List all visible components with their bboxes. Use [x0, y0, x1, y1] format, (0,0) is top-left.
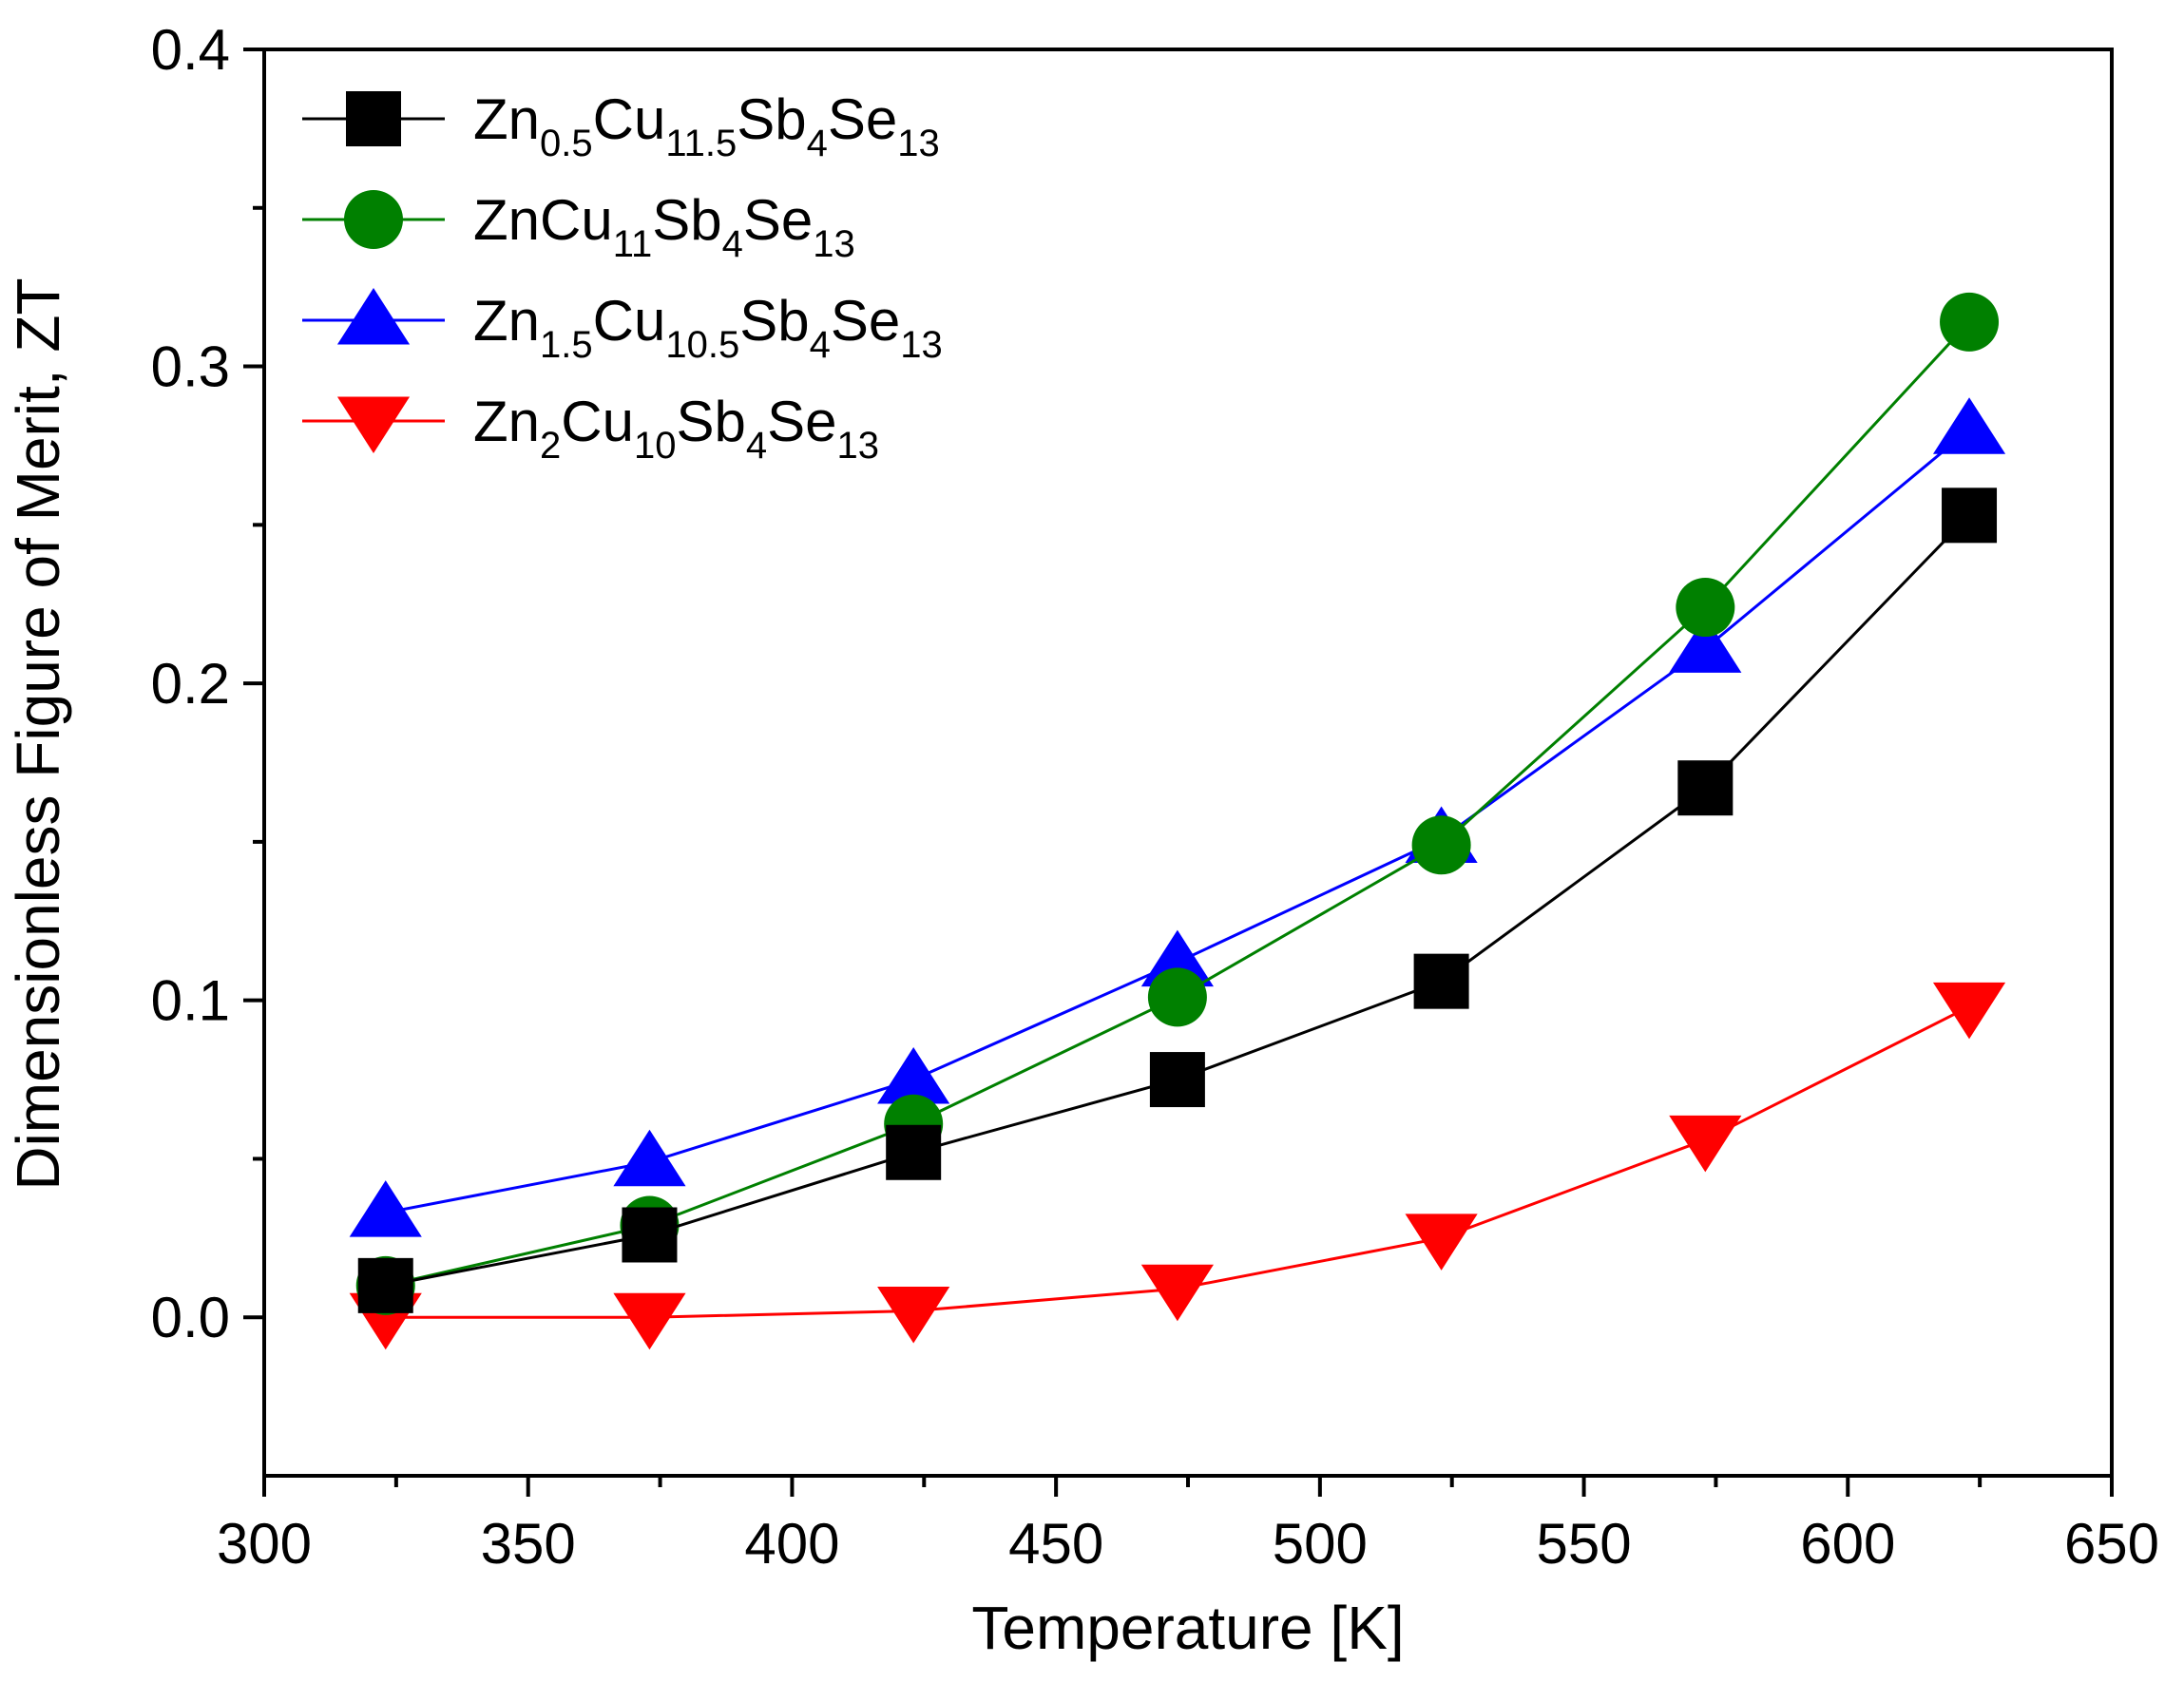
legend-item: Zn1.5Cu10.5Sb4Se13 — [302, 288, 943, 366]
legend-marker — [344, 190, 403, 249]
legend-marker — [346, 91, 401, 146]
y-tick-label: 0.0 — [151, 1286, 230, 1349]
data-point — [1140, 1264, 1214, 1322]
data-point — [613, 1292, 686, 1350]
legend-label: Zn2Cu10Sb4Se13 — [473, 390, 879, 467]
x-tick-label: 600 — [1800, 1512, 1895, 1576]
data-point — [613, 1129, 686, 1187]
legend-item: ZnCu11Sb4Se13 — [302, 188, 855, 265]
data-point — [877, 1047, 950, 1104]
data-point — [1677, 760, 1734, 816]
x-tick-label: 550 — [1537, 1512, 1632, 1576]
data-point — [886, 1124, 942, 1180]
data-point — [1140, 929, 1214, 987]
x-tick-label: 450 — [1008, 1512, 1103, 1576]
x-tick-label: 650 — [2064, 1512, 2159, 1576]
data-point — [877, 1287, 950, 1344]
legend: Zn0.5Cu11.5Sb4Se13 ZnCu11Sb4Se13 Zn1.5Cu10… — [302, 87, 943, 467]
legend-item: Zn2Cu10Sb4Se13 — [302, 390, 879, 467]
y-tick-label: 0.1 — [151, 969, 230, 1033]
legend-marker — [336, 396, 411, 453]
y-tick-label: 0.4 — [151, 18, 230, 82]
data-point — [1932, 982, 2006, 1040]
data-point — [1932, 397, 2006, 454]
x-tick-label: 500 — [1273, 1512, 1368, 1576]
data-point — [1940, 292, 2000, 352]
legend-label: Zn1.5Cu10.5Sb4Se13 — [473, 289, 943, 366]
y-axis-title: Dimensionless Figure of Merit, ZT — [4, 277, 72, 1190]
data-point — [1676, 578, 1735, 638]
y-tick-label: 0.3 — [151, 335, 230, 399]
x-tick-label: 300 — [217, 1512, 312, 1576]
axes-layer: 300 350 400 450 500 550 600 650 0.0 0.1 0.2 0.3 0.4 — [151, 18, 2159, 1576]
data-point — [622, 1207, 678, 1263]
x-tick-label: 350 — [481, 1512, 576, 1576]
x-tick-label: 400 — [744, 1512, 839, 1576]
legend-label: Zn0.5Cu11.5Sb4Se13 — [473, 87, 940, 164]
data-point — [1942, 487, 1998, 544]
data-point — [1669, 616, 1742, 673]
legend-item: Zn0.5Cu11.5Sb4Se13 — [302, 87, 940, 164]
series-triangle-down — [349, 982, 2006, 1350]
data-point — [1405, 1214, 1478, 1271]
data-point — [1669, 1115, 1742, 1173]
x-axis-title: Temperature [K] — [971, 1594, 1404, 1662]
data-point — [349, 1180, 422, 1237]
legend-label: ZnCu11Sb4Se13 — [473, 188, 855, 265]
data-point — [1413, 953, 1469, 1009]
data-point — [357, 1257, 413, 1313]
data-point — [1147, 967, 1207, 1027]
series-layer — [349, 292, 2006, 1350]
legend-marker — [336, 288, 411, 345]
data-point — [1411, 815, 1471, 875]
series-square — [357, 487, 1998, 1313]
data-point — [1149, 1052, 1205, 1108]
y-tick-label: 0.2 — [151, 652, 230, 716]
